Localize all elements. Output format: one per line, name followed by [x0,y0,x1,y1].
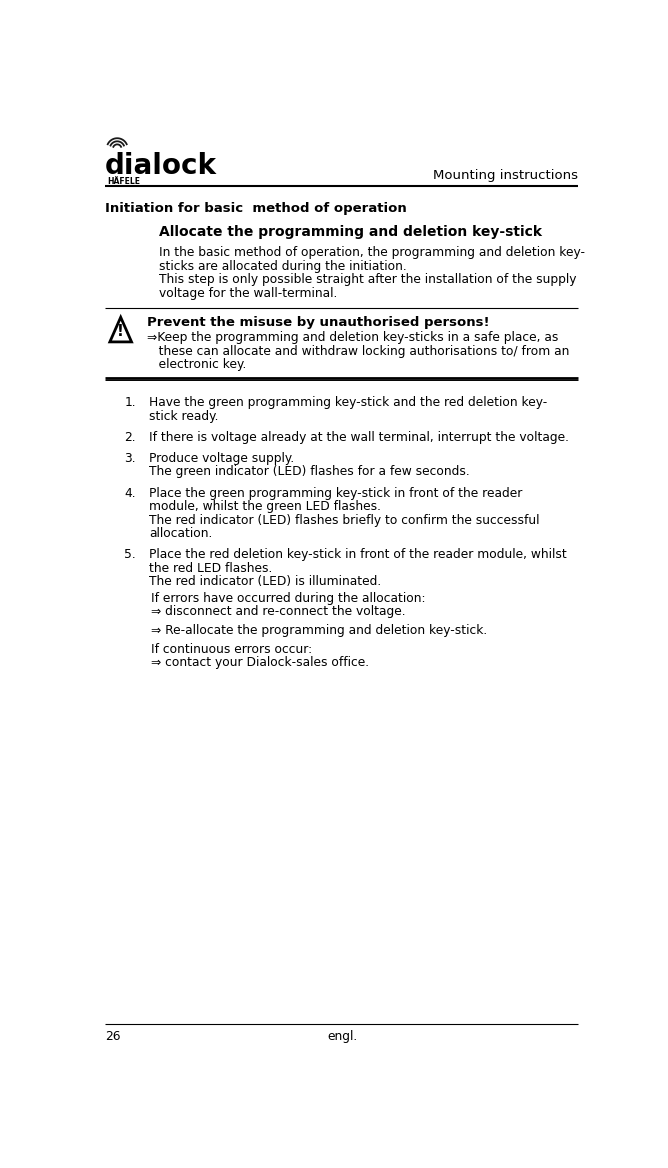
Text: 3.: 3. [124,452,136,465]
Text: 1.: 1. [124,396,136,409]
Text: Produce voltage supply.: Produce voltage supply. [150,452,295,465]
Text: If errors have occurred during the allocation:: If errors have occurred during the alloc… [151,592,426,605]
Text: ⇒Keep the programming and deletion key-sticks in a safe place, as: ⇒Keep the programming and deletion key-s… [147,331,558,345]
Text: 2.: 2. [124,431,136,444]
Text: Place the green programming key-stick in front of the reader: Place the green programming key-stick in… [150,487,523,500]
Text: 4.: 4. [124,487,136,500]
Text: sticks are allocated during the initiation.: sticks are allocated during the initiati… [160,260,407,273]
Text: the red LED flashes.: the red LED flashes. [150,562,273,575]
Text: electronic key.: electronic key. [147,359,246,371]
Text: ⇒ Re-allocate the programming and deletion key-stick.: ⇒ Re-allocate the programming and deleti… [151,624,487,637]
Text: 5.: 5. [124,548,136,562]
Text: HÄFELE: HÄFELE [107,178,140,186]
Text: allocation.: allocation. [150,527,212,540]
Text: Place the red deletion key-stick in front of the reader module, whilst: Place the red deletion key-stick in fron… [150,548,567,562]
Text: If there is voltage already at the wall terminal, interrupt the voltage.: If there is voltage already at the wall … [150,431,569,444]
Text: dialock: dialock [105,153,217,181]
Text: engl.: engl. [327,1029,357,1043]
Text: voltage for the wall-terminal.: voltage for the wall-terminal. [160,287,338,300]
Text: Prevent the misuse by unauthorised persons!: Prevent the misuse by unauthorised perso… [147,317,490,329]
Text: Have the green programming key-stick and the red deletion key-: Have the green programming key-stick and… [150,396,548,409]
Text: !: ! [118,324,124,339]
Text: Initiation for basic  method of operation: Initiation for basic method of operation [105,202,407,215]
Text: stick ready.: stick ready. [150,410,219,423]
Text: ⇒ disconnect and re-connect the voltage.: ⇒ disconnect and re-connect the voltage. [151,605,405,618]
Text: these can allocate and withdraw locking authorisations to/ from an: these can allocate and withdraw locking … [147,345,569,357]
Text: In the basic method of operation, the programming and deletion key-: In the basic method of operation, the pr… [160,246,585,259]
Text: The red indicator (LED) is illuminated.: The red indicator (LED) is illuminated. [150,575,381,589]
Text: The green indicator (LED) flashes for a few seconds.: The green indicator (LED) flashes for a … [150,466,470,479]
Text: ⇒ contact your Dialock-sales office.: ⇒ contact your Dialock-sales office. [151,655,369,669]
Text: This step is only possible straight after the installation of the supply: This step is only possible straight afte… [160,273,577,286]
Text: Mounting instructions: Mounting instructions [433,169,578,182]
Text: Allocate the programming and deletion key-stick: Allocate the programming and deletion ke… [160,225,542,239]
Text: 26: 26 [105,1029,121,1043]
Text: If continuous errors occur:: If continuous errors occur: [151,642,312,656]
Text: The red indicator (LED) flashes briefly to confirm the successful: The red indicator (LED) flashes briefly … [150,514,540,527]
Text: module, whilst the green LED flashes.: module, whilst the green LED flashes. [150,500,381,513]
